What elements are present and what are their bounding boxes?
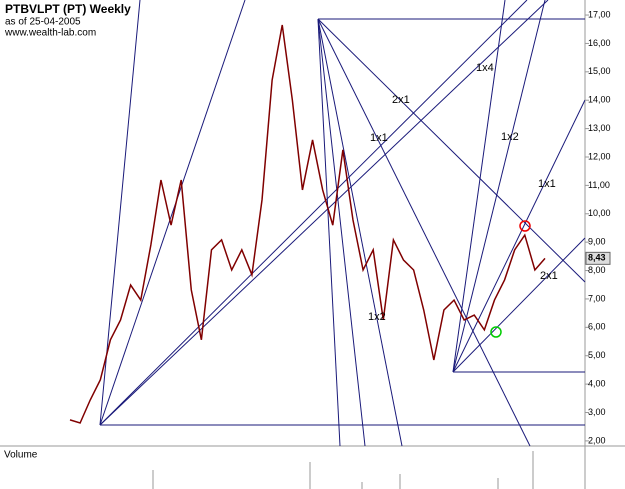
subtitle: as of 25-04-2005 [5,17,81,28]
gann-line [317,18,531,447]
y-tick-label: 3,00 [588,407,606,417]
y-tick-label: 16,00 [588,38,611,48]
gann-line [99,0,246,426]
gann-line [452,0,546,373]
y-tick-label: 11,00 [588,180,610,190]
gann-label: 2x1 [540,270,558,282]
y-tick-label: 8,00 [588,265,606,275]
y-tick-label: 9,00 [588,237,606,247]
gann-line [317,18,341,447]
gann-label: 1x2 [501,131,519,143]
y-tick-label: 7,00 [588,293,606,303]
y-tick-label: 13,00 [588,123,611,133]
gann-label: 1x4 [476,62,494,74]
price-line [69,24,546,424]
panel-label: Volume [4,450,38,461]
gann-lines [99,0,586,447]
y-tick-label: 4,00 [588,378,606,388]
gann-line [452,0,506,373]
signal-marker [490,326,502,338]
gann-line [99,0,528,426]
signal-marker [519,220,531,232]
gann-label: 1x2 [368,311,386,323]
y-tick-label: 6,00 [588,322,606,332]
last-value-label: 8,43 [588,253,606,263]
gann-line [317,18,366,447]
y-tick-label: 10,00 [588,208,611,218]
y-tick-label: 12,00 [588,151,611,161]
last-value-box [585,251,611,265]
gann-line [99,0,549,426]
y-tick-label: 5,00 [588,350,606,360]
y-tick-label: 2,00 [588,435,606,445]
gann-label: 1x1 [370,132,388,144]
y-tick-label: 17,00 [588,9,611,19]
volume-bars [152,451,534,489]
source: www.wealth-lab.com [4,28,96,39]
title: PTBVLPT (PT) Weekly [5,2,131,16]
gann-line [317,18,586,283]
gann-label: 2x1 [392,94,410,106]
gann-line [452,237,586,373]
y-tick-label: 15,00 [588,66,611,76]
y-tick-label: 14,00 [588,95,611,105]
gann-line [317,18,403,447]
gann-label: 1x1 [538,178,556,190]
gann-line [452,99,586,373]
